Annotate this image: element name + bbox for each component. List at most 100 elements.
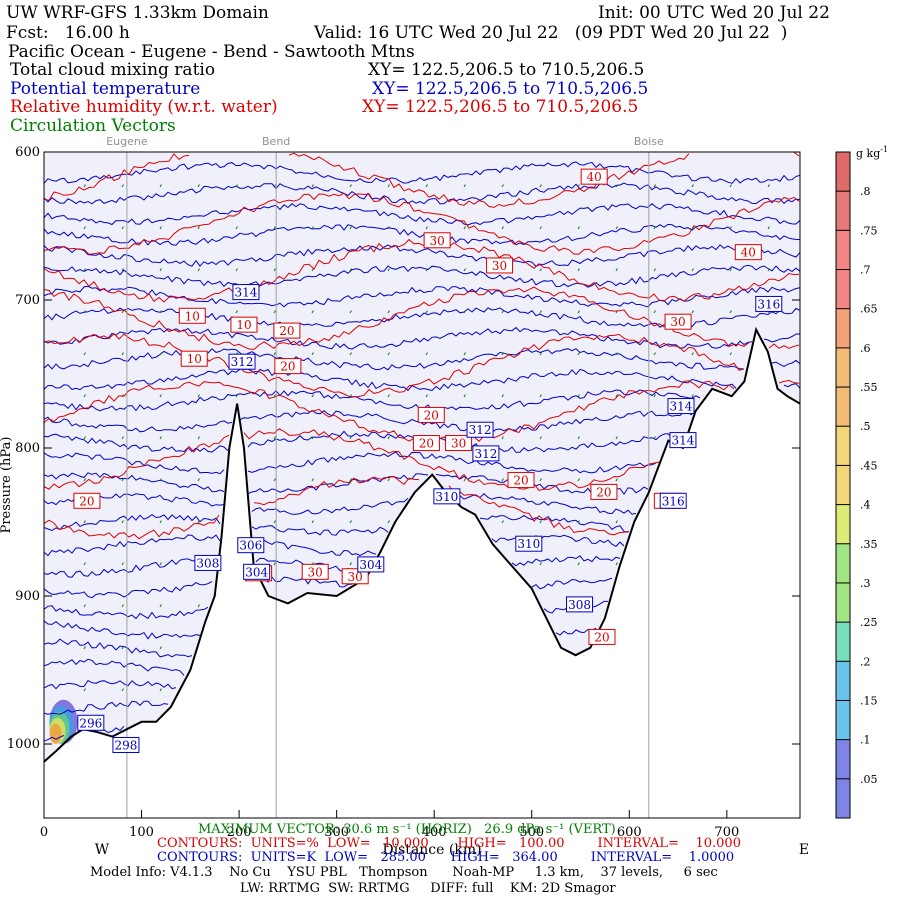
vector-arrow: [387, 268, 390, 272]
colorbar-segment: [836, 465, 850, 505]
vector-arrow: [615, 520, 618, 524]
theta-contour-label-box: [77, 714, 105, 731]
rh-contour-label-box: [734, 244, 762, 261]
east-label: E: [799, 842, 809, 858]
vector-arrow: [197, 184, 200, 188]
vector-arrow: [425, 268, 428, 272]
theta-contour-label: 312: [231, 355, 254, 369]
theta-contour-label-box: [515, 535, 543, 552]
rh-contour-line: [44, 238, 800, 303]
vector-arrow: [387, 520, 390, 524]
y-tick-label: 800: [15, 441, 40, 456]
colorbar-segment: [836, 191, 850, 231]
rh-contour-label: 40: [741, 246, 756, 260]
rh-contour-line: [44, 475, 630, 540]
vector-arrow: [159, 184, 162, 188]
vector-arrow: [159, 310, 162, 314]
vector-arrow: [159, 478, 162, 482]
theta-contour-label-box: [466, 421, 494, 438]
colorbar-tick-label: .7: [860, 264, 871, 277]
vector-arrow: [349, 310, 352, 314]
colorbar-segment: [836, 504, 850, 544]
rh-contour-label: 30: [308, 565, 323, 579]
field-theta-xy: XY= 122.5,206.5 to 710.5,206.5: [372, 79, 649, 99]
vector-arrow: [463, 352, 466, 356]
vector-arrow: [501, 310, 504, 314]
vector-arrow: [767, 268, 770, 272]
vector-arrow: [121, 604, 124, 608]
theta-contour-line: [44, 389, 701, 412]
theta-contour-label: 298: [114, 738, 137, 752]
theta-contour-line: [44, 576, 613, 599]
max-vector-note: MAXIMUM VECTOR: 30.6 m s⁻¹ (HORIZ) 26.9 …: [198, 822, 616, 837]
vector-arrow: [349, 562, 352, 566]
rh-contour-label-box: [178, 307, 206, 324]
west-label: W: [95, 842, 110, 858]
theta-contour-line: [44, 513, 629, 536]
theta-contour-label: 310: [435, 490, 458, 504]
vector-arrow: [349, 268, 352, 272]
vector-arrow: [653, 184, 656, 188]
colorbar-tick-label: .8: [860, 185, 871, 198]
colorbar-tick-label: .75: [860, 224, 878, 237]
rh-contour-label: 30: [492, 259, 507, 273]
rh-contour-label-box: [273, 322, 301, 339]
x-tick-label: 400: [422, 825, 447, 840]
theta-contour-label-box: [112, 736, 140, 753]
rh-contour-label: 20: [594, 630, 609, 644]
vector-arrow: [349, 226, 352, 230]
rh-contour-line: [44, 332, 800, 398]
theta-contour-line: [44, 409, 693, 433]
vector-arrow: [539, 352, 542, 356]
theta-contour-label-box: [669, 432, 697, 449]
vector-arrow: [83, 646, 86, 650]
vector-arrow: [121, 520, 124, 524]
colorbar-segment: [836, 347, 850, 388]
theta-contour-label-box: [659, 492, 687, 509]
colorbar-tick-label: .35: [860, 538, 878, 551]
rh-contour-label-box: [590, 483, 618, 500]
theta-contour-label-box: [755, 295, 783, 312]
vector-arrow: [387, 436, 390, 440]
vector-arrow: [577, 226, 580, 230]
vector-arrow: [197, 394, 200, 398]
vector-arrow: [767, 226, 770, 230]
rh-contour-label-box: [341, 568, 369, 585]
vector-arrow: [273, 478, 276, 482]
theta-contour-line: [44, 326, 800, 350]
vector-arrow: [691, 184, 694, 188]
vector-arrow: [539, 268, 542, 272]
rh-contour-label: 40: [587, 170, 602, 184]
vector-arrow: [539, 226, 542, 230]
colorbar-tick-label: .3: [860, 577, 871, 590]
vector-arrow: [121, 226, 124, 230]
vector-arrow: [121, 562, 124, 566]
vector-arrow: [121, 184, 124, 188]
vector-arrow: [121, 310, 124, 314]
vector-arrow: [425, 184, 428, 188]
vector-arrow: [235, 226, 238, 230]
vector-arrow: [577, 394, 580, 398]
vector-arrow: [121, 436, 124, 440]
vector-arrow: [121, 646, 124, 650]
vector-arrow: [311, 268, 314, 272]
vector-arrow: [311, 352, 314, 356]
theta-contour-info: CONTOURS: UNITS=K LOW= 285.00 HIGH= 364.…: [157, 850, 735, 865]
colorbar-tick-label: .15: [860, 694, 878, 707]
vector-arrow: [425, 352, 428, 356]
field-rh-label: Relative humidity (w.r.t. water): [10, 97, 278, 117]
city-label-bend: Bend: [262, 135, 290, 148]
vector-arrow: [273, 520, 276, 524]
vector-arrow: [349, 394, 352, 398]
rh-contour-label: 30: [348, 570, 363, 584]
vector-arrow: [159, 436, 162, 440]
vector-arrow: [159, 394, 162, 398]
vector-arrow: [197, 478, 200, 482]
x-tick-label: 100: [129, 825, 154, 840]
vector-arrow: [577, 562, 580, 566]
rh-contour-label-box: [445, 435, 473, 452]
rh-contour-label-box: [180, 350, 208, 367]
vector-arrow: [273, 562, 276, 566]
theta-contour-label: 314: [670, 400, 693, 414]
rh-contour-line: [44, 192, 800, 255]
